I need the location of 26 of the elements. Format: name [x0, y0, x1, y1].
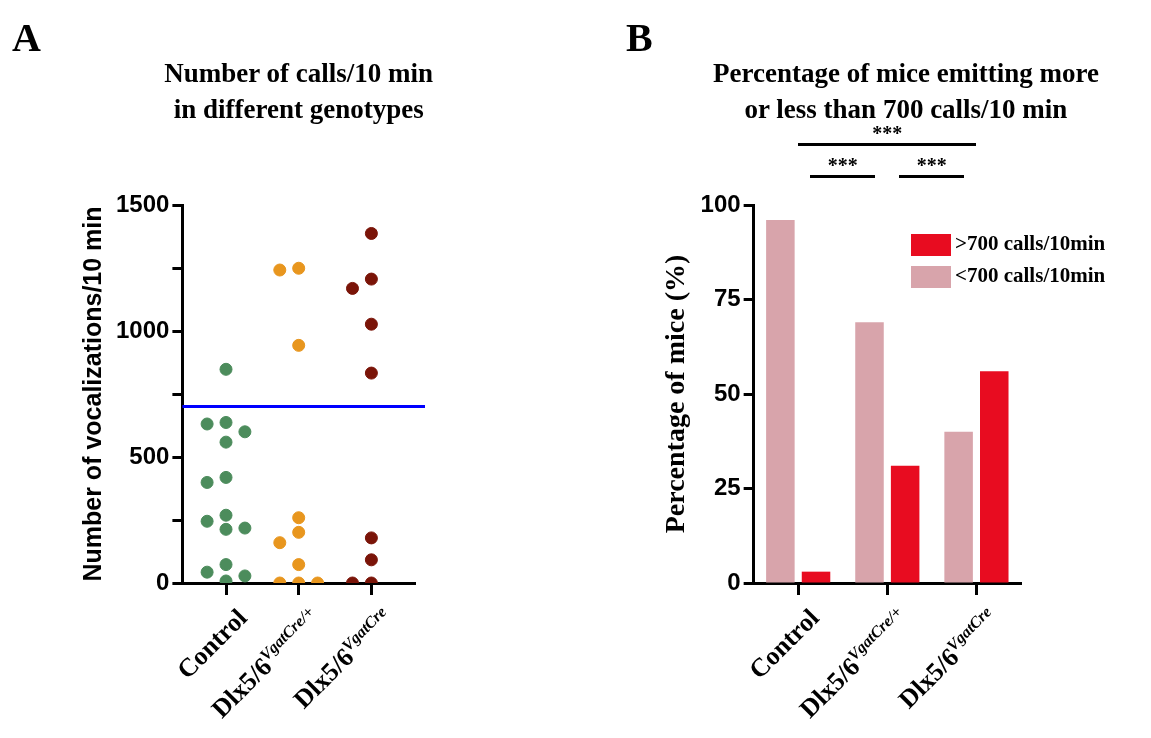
bar [801, 571, 831, 583]
y-tick-label: 25 [713, 473, 741, 501]
y-tick-label: 500 [129, 441, 170, 469]
y-axis-title: Number of vocalizations/10 min [77, 206, 106, 582]
bar [980, 371, 1009, 583]
y-tick-label: 1000 [116, 315, 170, 343]
y-tick-label: 1500 [116, 189, 170, 217]
bar [855, 322, 884, 583]
bar [766, 220, 795, 583]
bracket: *** [899, 155, 965, 178]
y-axis-title: Percentage of mice (%) [659, 254, 691, 534]
legend-label: <700 calls/10min [955, 263, 1106, 288]
y-tick-label: 50 [713, 378, 741, 406]
bar [890, 465, 920, 583]
bar [944, 431, 973, 583]
y-tick-label: 0 [156, 567, 170, 595]
text: B [626, 14, 653, 61]
chart-title: Number of calls/10 min in different genotypes [163, 57, 435, 126]
y-tick-label: 75 [713, 284, 741, 312]
text: A [12, 14, 41, 61]
y-tick-label: 0 [727, 567, 741, 595]
bracket: *** [810, 155, 876, 178]
chart-title: Percentage of mice emitting more or less than 700 calls/10 min [712, 57, 1100, 126]
legend-label: >700 calls/10min [955, 231, 1106, 256]
y-tick-label: 100 [700, 189, 741, 217]
bracket: *** [798, 123, 977, 146]
